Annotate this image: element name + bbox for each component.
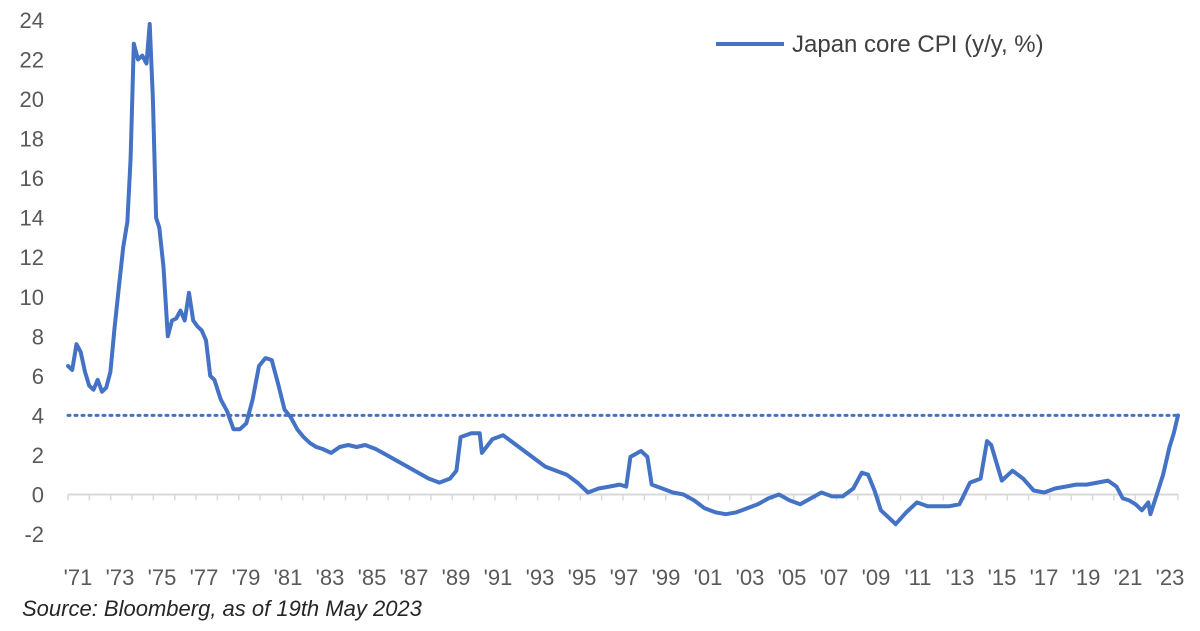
x-tick-label: '97 bbox=[610, 565, 639, 590]
x-tick-label: '93 bbox=[526, 565, 555, 590]
y-tick-label: 8 bbox=[32, 324, 44, 349]
x-tick-label: '07 bbox=[820, 565, 849, 590]
x-tick-label: '19 bbox=[1072, 565, 1101, 590]
y-tick-label: 2 bbox=[32, 443, 44, 468]
x-axis-tick-labels: '71 '73 '75 '77 '79 '81 '83 '85 '87 '89 '91 '93 '95 '… bbox=[64, 565, 1185, 590]
x-tick-label: '83 bbox=[316, 565, 345, 590]
x-tick-label: '99 bbox=[652, 565, 681, 590]
y-tick-label: 14 bbox=[20, 206, 44, 231]
y-tick-label: 10 bbox=[20, 285, 44, 310]
x-tick-label: '85 bbox=[358, 565, 387, 590]
x-tick-label: '17 bbox=[1030, 565, 1059, 590]
x-tick-label: '11 bbox=[904, 565, 931, 590]
legend-label: Japan core CPI (y/y, %) bbox=[792, 31, 1044, 58]
y-tick-label: 6 bbox=[32, 364, 44, 389]
y-tick-label: 22 bbox=[20, 48, 44, 73]
x-tick-label: '03 bbox=[736, 565, 765, 590]
x-tick-label: '75 bbox=[148, 565, 177, 590]
y-tick-label: 24 bbox=[20, 8, 44, 33]
x-tick-label: '05 bbox=[778, 565, 807, 590]
x-axis-tick-marks bbox=[67, 494, 1179, 501]
series-line-japan-core-cpi bbox=[66, 22, 1180, 527]
x-tick-label: '21 bbox=[1114, 565, 1143, 590]
x-tick-label: '89 bbox=[442, 565, 471, 590]
x-tick-label: '73 bbox=[106, 565, 135, 590]
x-tick-label: '23 bbox=[1156, 565, 1185, 590]
y-tick-label: 20 bbox=[20, 87, 44, 112]
x-tick-label: '13 bbox=[946, 565, 975, 590]
y-tick-label: 0 bbox=[32, 482, 44, 507]
y-tick-label: 4 bbox=[32, 403, 44, 428]
source-note: Source: Bloomberg, as of 19th May 2023 bbox=[22, 596, 422, 621]
x-tick-label: '09 bbox=[862, 565, 891, 590]
x-tick-label: '15 bbox=[988, 565, 1017, 590]
x-tick-label: '77 bbox=[190, 565, 219, 590]
x-tick-label: '91 bbox=[484, 565, 513, 590]
x-tick-label: '71 bbox=[64, 565, 93, 590]
y-tick-label: 16 bbox=[20, 166, 44, 191]
legend: Japan core CPI (y/y, %) bbox=[716, 31, 1044, 58]
x-tick-label: '79 bbox=[232, 565, 261, 590]
y-tick-label: 12 bbox=[20, 245, 44, 270]
x-tick-label: '87 bbox=[400, 565, 429, 590]
x-tick-label: '95 bbox=[568, 565, 597, 590]
x-tick-label: '81 bbox=[274, 565, 303, 590]
y-tick-label: -2 bbox=[24, 522, 44, 547]
x-tick-label: '01 bbox=[694, 565, 723, 590]
y-tick-label: 18 bbox=[20, 127, 44, 152]
